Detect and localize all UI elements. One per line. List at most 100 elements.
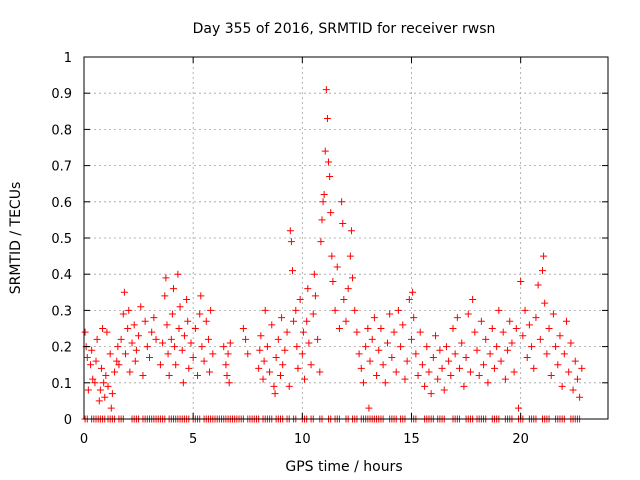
data-point (259, 375, 267, 383)
data-point (198, 343, 206, 351)
data-point (293, 343, 301, 351)
data-point (563, 317, 571, 325)
data-point (464, 310, 472, 318)
data-point (473, 346, 481, 354)
data-point (255, 364, 263, 372)
data-point (126, 368, 134, 376)
data-point (271, 390, 279, 398)
data-point (304, 285, 312, 293)
data-point (460, 382, 468, 390)
data-point (179, 379, 187, 387)
data-point (281, 346, 289, 354)
data-point (303, 317, 311, 325)
data-point (286, 227, 294, 235)
data-point (370, 314, 378, 322)
data-point (436, 346, 444, 354)
data-point (207, 306, 215, 314)
data-point (189, 353, 197, 361)
data-point (351, 306, 359, 314)
data-point (114, 343, 122, 351)
data-point (508, 339, 516, 347)
data-point (484, 379, 492, 387)
data-point (316, 368, 324, 376)
data-point (517, 277, 525, 285)
data-point (471, 328, 479, 336)
data-point (412, 350, 420, 358)
data-point (83, 353, 91, 361)
data-point (573, 375, 581, 383)
data-point (530, 364, 538, 372)
x-axis-label: GPS time / hours (285, 459, 402, 475)
data-point (106, 350, 114, 358)
x-tick-label: 10 (294, 432, 311, 447)
data-point (225, 379, 233, 387)
data-point (368, 335, 376, 343)
data-point (447, 372, 455, 380)
data-point (183, 296, 191, 304)
data-point (92, 357, 100, 365)
data-point (287, 238, 295, 246)
data-point (309, 310, 317, 318)
data-point (132, 346, 140, 354)
data-point (146, 353, 153, 361)
data-point (414, 372, 422, 380)
data-point (397, 343, 405, 351)
data-point (432, 332, 440, 340)
data-point (331, 306, 339, 314)
data-point (261, 306, 269, 314)
data-point (558, 382, 566, 390)
data-point (260, 357, 268, 365)
data-point (552, 343, 560, 351)
y-tick-label: 0.5 (51, 232, 72, 247)
y-tick-label: 0 (64, 413, 72, 428)
data-point (423, 343, 431, 351)
y-tick-label: 0.9 (51, 87, 72, 102)
data-point (113, 357, 121, 365)
data-point (277, 372, 284, 380)
data-point (294, 364, 302, 372)
data-point (141, 317, 149, 325)
data-point (194, 372, 202, 380)
data-point (339, 220, 347, 228)
data-point (482, 335, 490, 343)
data-point (257, 332, 265, 340)
data-point (314, 335, 322, 343)
data-point (298, 350, 306, 358)
data-point (318, 216, 326, 224)
data-point (480, 361, 488, 369)
data-point (342, 317, 350, 325)
data-point (326, 172, 334, 180)
data-point (325, 158, 333, 166)
data-point (493, 343, 501, 351)
data-point (206, 368, 214, 376)
data-point (266, 368, 274, 376)
data-point (128, 339, 136, 347)
x-axis-tick-labels: 0 5 10 15 20 (80, 432, 529, 447)
data-point (150, 314, 158, 322)
data-point (365, 404, 373, 412)
data-point (99, 325, 107, 332)
data-point (512, 325, 520, 332)
data-point (469, 296, 477, 304)
data-point (163, 321, 171, 329)
data-point (576, 393, 584, 401)
data-point (528, 343, 536, 351)
data-point (272, 353, 280, 361)
data-point (307, 361, 315, 369)
data-point (93, 335, 101, 343)
data-point (91, 379, 99, 387)
data-point (89, 375, 97, 383)
data-point (388, 353, 396, 361)
data-point (104, 382, 112, 390)
data-point (290, 317, 298, 325)
data-point (168, 310, 176, 318)
y-tick-label: 0.4 (51, 268, 72, 283)
data-point (299, 328, 307, 336)
data-point (377, 325, 385, 332)
data-point (220, 343, 228, 351)
data-point (223, 372, 231, 380)
data-point (171, 343, 179, 351)
data-point (172, 361, 180, 369)
data-point (244, 350, 252, 358)
data-point (438, 364, 446, 372)
